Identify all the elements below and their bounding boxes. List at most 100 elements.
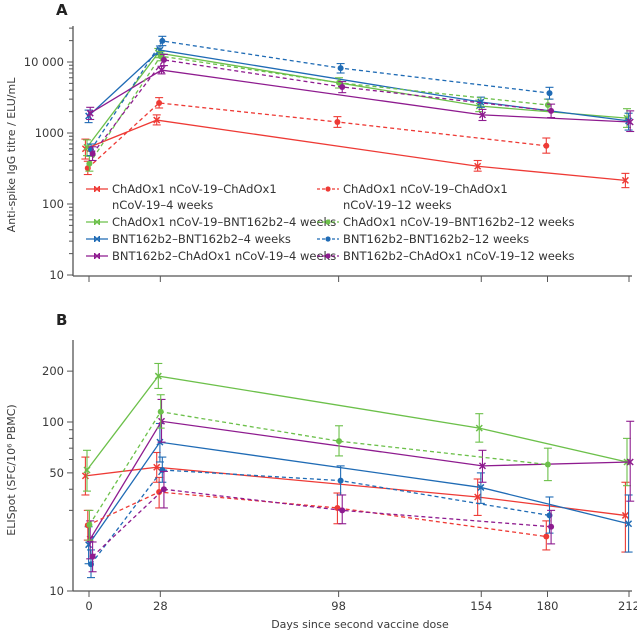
panel-a-label: A — [56, 1, 68, 19]
data-point — [475, 424, 483, 432]
series-line — [86, 52, 628, 148]
series-line — [88, 411, 548, 526]
legend-item: BNT162b2–BNT162b2–12 weeks — [317, 232, 529, 246]
series-3 — [84, 45, 633, 131]
data-point — [86, 521, 93, 528]
legend-marker — [325, 236, 331, 242]
series-line — [85, 466, 626, 517]
legend-label: BNT162b2–BNT162b2–4 weeks — [112, 232, 291, 246]
legend-label: ChAdOx1 nCoV-19–BNT162b2–4 weeks — [112, 215, 336, 229]
legend-marker — [94, 186, 100, 192]
y-tick-label: 50 — [49, 466, 64, 480]
data-point — [544, 101, 551, 108]
y-tick-label: 10 — [49, 584, 64, 598]
legend-item: BNT162b2–ChAdOx1 nCoV-19–12 weeks — [317, 249, 575, 263]
data-point — [86, 109, 94, 117]
series-line — [92, 488, 552, 557]
data-point — [625, 520, 633, 528]
series-line — [90, 469, 550, 565]
data-point — [337, 477, 344, 484]
data-point — [474, 162, 482, 170]
panel-a: A 10 100 1000 10 000 Anti-spike IgG titre /… — [5, 1, 635, 282]
legend-marker — [94, 253, 100, 259]
y-tick-label: 100 — [42, 197, 64, 211]
series-7 — [87, 35, 554, 157]
x-tick-label: 154 — [470, 599, 492, 613]
legend-item: ChAdOx1 nCoV-19–BNT162b2–12 weeks — [317, 215, 575, 229]
legend-item: BNT162b2–BNT162b2–4 weeks — [86, 232, 291, 246]
y-tick-label: 100 — [42, 415, 64, 429]
series-4 — [86, 398, 635, 560]
data-point — [544, 461, 551, 468]
x-tick-label: 0 — [85, 599, 92, 613]
series-line — [86, 375, 628, 471]
panel-b-label: B — [56, 311, 67, 329]
x-tick-label: 212 — [618, 599, 637, 613]
series-line — [87, 491, 547, 538]
y-tick-label: 200 — [42, 364, 64, 378]
series-line — [90, 40, 550, 151]
y-tick-label: 1000 — [35, 126, 64, 140]
data-point — [89, 553, 96, 560]
data-point — [157, 408, 164, 415]
legend-label: nCoV-19–12 weeks — [343, 198, 452, 212]
series-8 — [88, 53, 556, 162]
data-point — [477, 98, 485, 106]
data-point — [548, 523, 555, 530]
legend-label: nCoV-19–4 weeks — [112, 198, 213, 212]
legend-label: BNT162b2–BNT162b2–12 weeks — [343, 232, 529, 246]
series-1 — [81, 451, 630, 553]
data-point — [339, 83, 346, 90]
data-point — [157, 66, 166, 74]
y-tick-label: 10 000 — [24, 55, 64, 69]
data-point — [339, 507, 346, 514]
data-point — [626, 458, 634, 466]
data-point — [153, 116, 161, 124]
data-point — [626, 118, 634, 126]
legend-item: BNT162b2–ChAdOx1 nCoV-19–4 weeks — [86, 249, 336, 263]
legend-item: ChAdOx1 nCoV-19–ChAdOx1 nCoV-19–12 weeks — [317, 182, 508, 212]
panel-b-y-axis-title: ELISpot (SFC/10⁶ PBMC) — [5, 404, 18, 535]
legend-label: BNT162b2–ChAdOx1 nCoV-19–12 weeks — [343, 249, 575, 263]
data-point — [621, 511, 629, 519]
data-point — [548, 107, 555, 114]
legend-label: ChAdOx1 nCoV-19–ChAdOx1 — [112, 182, 277, 196]
data-point — [154, 372, 162, 380]
data-point — [546, 90, 553, 97]
x-tick-label: 98 — [331, 599, 346, 613]
series-5 — [83, 97, 551, 176]
series-line — [87, 102, 547, 169]
data-point — [621, 176, 629, 184]
series-line — [89, 420, 631, 540]
legend-item: ChAdOx1 nCoV-19–ChAdOx1 nCoV-19–4 weeks — [86, 182, 277, 212]
series-8 — [88, 470, 556, 573]
series-6 — [85, 394, 552, 541]
data-point — [478, 462, 486, 470]
data-point — [160, 56, 167, 63]
legend-marker — [325, 253, 331, 259]
legend-label: BNT162b2–ChAdOx1 nCoV-19–4 weeks — [112, 249, 336, 263]
series-4 — [86, 65, 635, 133]
legend-label: ChAdOx1 nCoV-19–BNT162b2–12 weeks — [343, 215, 575, 229]
data-point — [474, 493, 482, 501]
data-point — [543, 142, 550, 149]
data-point — [337, 65, 344, 72]
data-point — [543, 533, 550, 540]
data-point — [160, 486, 167, 493]
data-point — [156, 489, 163, 496]
legend-marker — [94, 219, 100, 225]
y-tick-label: 10 — [49, 268, 64, 282]
data-point — [477, 483, 485, 491]
data-point — [156, 99, 163, 106]
legend-label: ChAdOx1 nCoV-19–ChAdOx1 — [343, 182, 508, 196]
series-line — [88, 441, 629, 546]
series-3 — [84, 422, 633, 565]
series-line — [88, 49, 629, 122]
x-tick-label: 28 — [153, 599, 168, 613]
series-line — [85, 119, 626, 182]
legend-marker — [94, 236, 100, 242]
data-point — [157, 417, 166, 425]
data-point — [159, 37, 166, 44]
